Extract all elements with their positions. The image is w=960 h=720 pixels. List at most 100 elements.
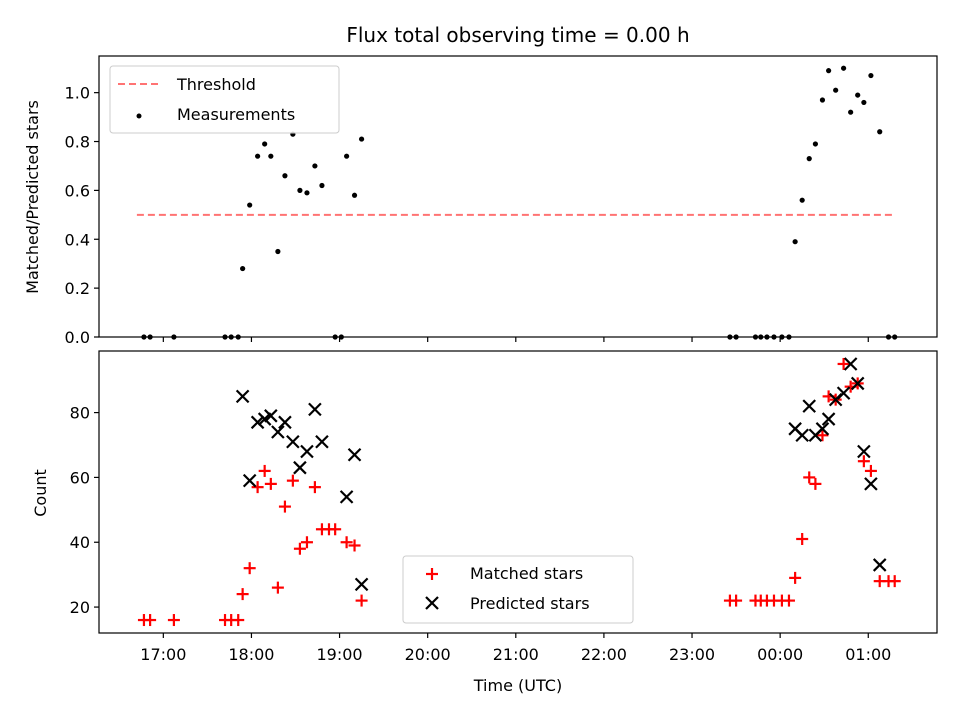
matched-star-point [340,536,353,549]
matched-star-point [837,357,850,370]
matched-star-point [264,477,277,490]
measurement-point [833,87,839,93]
measurement-point [255,153,261,159]
measurement-point [861,99,867,106]
measurement-point [358,136,365,142]
measurement-point [268,153,274,159]
matched-legend-label: Matched stars [470,564,583,583]
chart-title: Flux total observing time = 0.00 h [346,23,689,47]
count-y-tick-label: 80 [70,404,90,423]
matched-star-point [258,464,271,477]
ratio-x-ticks [162,337,869,342]
measurement-point [792,239,798,245]
matched-star-point [782,594,795,607]
count-x-tick-label: 22:00 [581,645,627,664]
predicted-star-point [278,415,292,430]
matched-star-point [348,539,361,552]
ratio-y-tick-label: 0.0 [65,328,90,347]
count-x-ticks: 17:00 18:00 19:00 20:00 21:00 22:00 23:00 00:00… [140,633,891,664]
predicted-star-point [250,415,265,430]
predicted-star-point [850,376,865,391]
ratio-y-tick-label: 0.8 [65,133,90,152]
predicted-star-point [821,412,836,426]
predicted-star-point [308,402,322,417]
measurement-point [840,65,847,71]
ratio-legend-box [109,65,340,134]
matched-star-point [243,562,256,575]
matched-star-point [167,614,180,627]
measurement-point [877,129,883,135]
measurement-point [351,192,358,198]
predicted-star-point [339,490,354,504]
matched-star-point [286,474,299,487]
count-x-tick-label: 23:00 [669,645,715,664]
measurement-point [344,153,350,159]
predicted-star-point [347,447,362,462]
measurements-legend-swatch [136,113,142,119]
measurement-point [282,173,288,179]
count-legend: Matched stars Predicted stars [402,555,634,624]
ratio-plot-frame [98,55,938,338]
predicted-star-point [354,577,369,592]
measurement-point [868,72,874,79]
matched-star-point [796,533,809,545]
measurement-point [848,109,854,115]
matched-star-point [857,455,870,468]
measurement-point [819,97,826,103]
count-x-tick-label: 18:00 [228,645,274,664]
matched-star-point [730,594,743,607]
count-x-tick-label: 21:00 [493,645,539,664]
measurement-point [812,141,818,147]
matched-star-point [232,614,245,627]
measurement-point [240,265,246,272]
count-y-tick-label: 40 [70,533,90,552]
matched-star-point [236,588,249,601]
predicted-star-point [293,460,307,475]
ratio-y-ticks: 0.0 0.2 0.4 0.6 0.8 1.0 [65,84,99,347]
measurement-point [297,187,303,193]
predicted-star-point [857,444,871,459]
measurement-point [319,182,325,189]
matched-star-point [308,481,321,494]
measurement-point [262,141,268,147]
count-x-tick-label: 19:00 [317,645,363,664]
measurement-point [799,197,805,203]
measurements-legend-label: Measurements [177,105,295,124]
predicted-stars-series [235,357,887,592]
predicted-star-point [795,428,809,443]
predicted-star-point [242,473,257,488]
predicted-star-point [836,386,851,400]
predicted-legend-label: Predicted stars [470,594,590,613]
predicted-star-point [300,444,314,459]
measurement-point [826,68,832,74]
count-y-ticks: 20 40 60 80 [70,404,99,617]
ratio-y-tick-label: 0.4 [65,230,90,249]
predicted-star-point [864,477,878,491]
count-y-tick-label: 20 [70,598,90,617]
matched-star-point [278,500,291,513]
matched-star-point [300,536,313,549]
matched-legend-swatch [426,568,438,580]
count-x-tick-label: 20:00 [405,645,451,664]
measurement-point [247,202,253,208]
matched-stars-series [137,357,901,627]
measurement-point [855,92,861,98]
count-y-axis-label: Count [31,469,50,517]
measurement-point [806,156,812,162]
ratio-panel: Flux total observing time = 0.00 h Match… [23,23,938,347]
count-x-tick-label: 00:00 [757,645,803,664]
count-x-tick-label: 01:00 [845,645,891,664]
predicted-star-point [235,389,250,404]
matched-star-point [293,542,306,555]
matched-star-point [864,464,877,477]
count-plot-frame [98,350,938,634]
matched-star-point [789,571,802,584]
threshold-legend-label: Threshold [176,75,256,94]
predicted-star-point [872,558,887,572]
matched-star-point [888,575,901,588]
predicted-star-point [843,357,858,371]
predicted-star-point [286,434,300,449]
ratio-y-tick-label: 0.2 [65,279,90,298]
measurement-point [312,163,318,169]
matched-star-point [271,581,284,594]
